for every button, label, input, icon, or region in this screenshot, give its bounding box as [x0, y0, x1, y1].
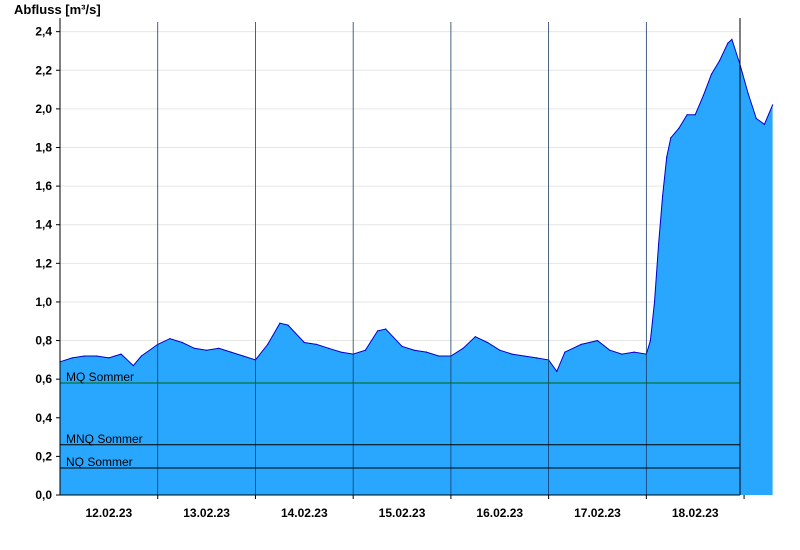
data-point	[462, 347, 464, 349]
data-point	[140, 355, 142, 357]
data-point	[755, 117, 757, 120]
data-point	[303, 341, 305, 344]
plot-area: 0,0 0,2 0,4 0,6 0,8 1,0 1,2 1,4 1,6 1,8 2,0 2,2 2,4 1…	[35, 18, 774, 520]
data-point	[686, 114, 688, 116]
data-point	[649, 340, 652, 342]
data-point	[710, 73, 713, 75]
data-point	[401, 345, 403, 347]
data-point	[511, 353, 513, 355]
data-point	[678, 127, 680, 129]
data-point	[621, 353, 623, 355]
y-tick-label: 1,4	[35, 218, 52, 232]
data-point	[731, 38, 733, 41]
data-point	[499, 349, 501, 351]
y-tick-label: 0,0	[35, 488, 52, 502]
data-point	[132, 365, 134, 367]
data-point	[287, 324, 289, 326]
y-tick-label: 0,6	[35, 372, 52, 386]
data-point	[662, 195, 664, 197]
reference-line-label: MQ Sommer	[66, 370, 134, 384]
data-point	[242, 355, 244, 357]
reference-line-label: MNQ Sommer	[66, 432, 143, 446]
discharge-line	[59, 38, 774, 373]
data-point	[120, 353, 122, 355]
data-point	[340, 351, 342, 353]
y-tick-label: 2,0	[35, 102, 52, 116]
data-point	[747, 92, 749, 94]
data-point	[230, 351, 232, 353]
data-point	[666, 156, 668, 158]
y-tick-label: 1,8	[35, 140, 52, 154]
data-point	[523, 355, 525, 357]
data-point	[580, 343, 582, 345]
data-point	[193, 347, 195, 349]
data-point	[279, 322, 281, 324]
x-tick-label: 12.02.23	[86, 506, 133, 520]
y-tick-label: 0,4	[35, 411, 52, 425]
discharge-area	[60, 39, 773, 496]
y-tick-label: 1,6	[35, 179, 52, 193]
data-point	[83, 355, 85, 357]
x-tick-label: 14.02.23	[281, 506, 328, 520]
data-point	[702, 94, 705, 96]
data-point	[564, 351, 566, 353]
data-point	[413, 349, 415, 351]
x-tick-label: 16.02.23	[476, 506, 523, 520]
data-point	[108, 357, 110, 359]
data-point	[535, 357, 538, 359]
y-tick-label: 1,2	[35, 256, 52, 270]
data-point	[364, 349, 366, 351]
data-point	[96, 355, 98, 357]
data-point	[218, 347, 220, 349]
x-tick-label: 13.02.23	[183, 506, 230, 520]
y-tick-label: 2,4	[35, 25, 52, 39]
data-point	[385, 328, 387, 330]
data-point	[206, 349, 208, 351]
data-point	[486, 341, 489, 344]
data-point	[727, 42, 729, 44]
data-point	[596, 340, 599, 342]
data-point	[772, 104, 774, 106]
data-point	[653, 301, 656, 303]
data-point	[694, 114, 696, 116]
data-point	[267, 343, 269, 345]
y-tick-label: 0,2	[35, 449, 52, 463]
reference-line-label: NQ Sommer	[66, 455, 133, 469]
data-point	[438, 355, 440, 357]
data-point	[719, 60, 721, 62]
data-point	[556, 370, 558, 372]
data-point	[633, 351, 635, 353]
y-tick-label: 1,0	[35, 295, 52, 309]
data-point	[425, 351, 428, 353]
data-point	[474, 336, 476, 338]
data-point	[658, 243, 660, 245]
data-point	[328, 347, 330, 349]
data-point	[181, 341, 183, 344]
data-point	[169, 338, 171, 340]
data-point	[71, 357, 73, 359]
y-tick-label: 2,2	[35, 63, 52, 77]
x-tick-label: 18.02.23	[672, 506, 719, 520]
data-point	[763, 123, 766, 125]
data-point	[315, 343, 318, 345]
x-tick-label: 15.02.23	[379, 506, 426, 520]
y-axis-title: Abfluss [m³/s]	[14, 2, 101, 17]
y-tick-label: 0,8	[35, 334, 52, 348]
data-point	[609, 349, 611, 351]
data-point	[377, 330, 379, 332]
data-point	[670, 137, 672, 139]
x-tick-label: 17.02.23	[574, 506, 621, 520]
